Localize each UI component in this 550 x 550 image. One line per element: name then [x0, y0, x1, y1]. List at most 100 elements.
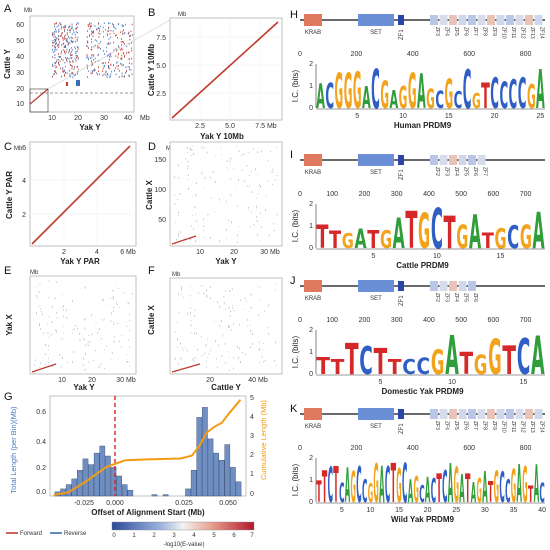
krab-label: KRAB [305, 30, 321, 36]
dot [210, 176, 211, 179]
logo-letter: C [431, 471, 436, 510]
logo-letter: T [316, 218, 328, 256]
e-xtick: 20 [88, 377, 96, 384]
dot [250, 293, 252, 295]
dot [63, 70, 65, 73]
prdm9-title: Cattle PRDM9 [396, 261, 449, 270]
dot [102, 298, 104, 301]
dot [84, 318, 85, 321]
dot [66, 48, 68, 51]
dot [91, 54, 93, 56]
dot [42, 332, 44, 335]
dot [66, 72, 68, 74]
dot [129, 34, 131, 37]
protein-axis-tick: 600 [463, 51, 475, 58]
dot [107, 74, 109, 76]
dot [56, 72, 57, 75]
logo-letter: C [499, 463, 504, 512]
dot [75, 52, 77, 55]
dot [91, 72, 93, 74]
dot [76, 80, 80, 86]
logo-letter: G [472, 89, 481, 113]
zf-label: ZF4 [444, 421, 450, 430]
dot [178, 233, 179, 236]
dot [87, 42, 89, 44]
dot [193, 152, 195, 154]
dot [120, 41, 122, 43]
ic-label: I.C. (bits) [291, 463, 300, 496]
logo-xtick: 5 [371, 253, 375, 260]
dot [225, 308, 227, 310]
dot [118, 65, 119, 67]
logo-letter: G [511, 460, 516, 513]
dot [268, 333, 270, 335]
logo-letter: A [533, 201, 545, 260]
logo-letter: G [520, 218, 532, 256]
dot [98, 36, 100, 38]
dot [264, 360, 266, 362]
dot [233, 367, 234, 370]
set-domain [358, 280, 394, 292]
dot [75, 60, 77, 62]
dot [231, 157, 232, 159]
logo-letter: A [316, 77, 325, 116]
dot [63, 309, 64, 311]
dot [115, 73, 117, 76]
dot [183, 296, 184, 298]
dot [126, 70, 127, 73]
dot [70, 39, 72, 42]
dot [58, 31, 60, 33]
dot [232, 307, 233, 309]
dot [63, 46, 65, 48]
dot [36, 296, 38, 298]
logo-letter: T [391, 452, 396, 515]
dot [90, 26, 91, 28]
dot [87, 67, 88, 70]
dot [58, 61, 59, 64]
dot [126, 45, 128, 48]
logo-letter: C [499, 74, 508, 117]
dot [60, 27, 62, 30]
zf-domain [439, 155, 448, 165]
dot [94, 57, 96, 60]
dot [62, 39, 64, 41]
zf-label: ZF9 [491, 27, 497, 36]
dot [54, 23, 55, 25]
dot [62, 59, 64, 62]
dot [221, 335, 223, 337]
dot [66, 82, 68, 86]
dot [58, 46, 60, 48]
protein-axis-tick: 600 [463, 445, 475, 452]
dot [60, 52, 62, 55]
dot [190, 299, 191, 300]
dot [249, 174, 251, 177]
dot [54, 72, 55, 75]
dot [237, 205, 238, 207]
zf1-domain [398, 281, 404, 291]
dot [214, 211, 215, 213]
dot [66, 316, 68, 319]
dot [124, 54, 125, 57]
dot [121, 63, 123, 66]
b-xtick: 2.5 [195, 123, 205, 130]
dot [58, 24, 60, 27]
zf-domain [439, 281, 448, 291]
dot [275, 341, 276, 344]
dot [55, 41, 57, 44]
dot [201, 285, 203, 287]
g-ytick-right: 1 [250, 471, 254, 478]
dot [72, 29, 74, 31]
dot [51, 365, 53, 368]
dot [194, 309, 196, 311]
logo-letter: G [342, 229, 354, 253]
dot [92, 54, 94, 56]
dot [228, 307, 229, 310]
dot [126, 325, 128, 327]
panel-letter-b: B [148, 7, 155, 19]
dot [229, 315, 231, 317]
dot [84, 318, 86, 320]
dot [107, 73, 108, 75]
zf-label: ZF5 [463, 293, 469, 302]
logo-xtick: 10 [433, 253, 441, 260]
dot [53, 73, 55, 76]
